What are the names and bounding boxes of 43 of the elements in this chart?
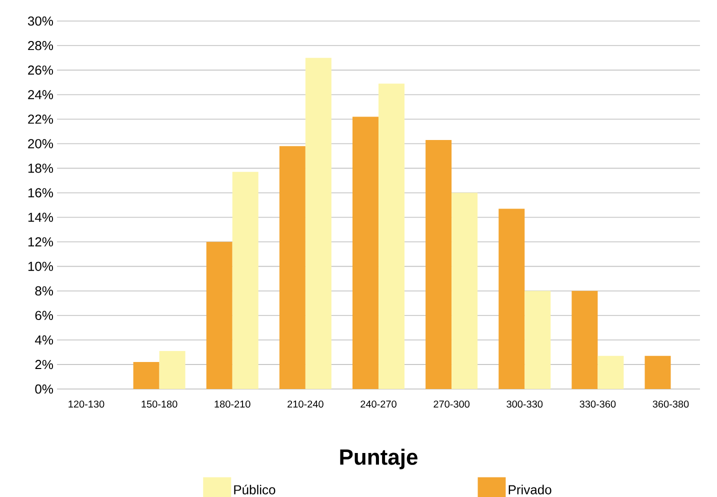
y-tick-label: 20%: [28, 139, 54, 148]
y-tick-label: 6%: [35, 310, 54, 320]
bar: [598, 356, 624, 390]
y-tick-label: 10%: [28, 262, 54, 271]
y-tick-label: 24%: [28, 90, 54, 100]
y-tick-label: 8%: [35, 286, 54, 296]
y-tick-label: 0%: [35, 384, 54, 394]
x-tick-label: 180-210: [214, 400, 250, 408]
y-tick-label: 22%: [28, 114, 54, 124]
bar: [524, 290, 551, 390]
legend-label: Privado: [508, 484, 552, 494]
x-axis-title: Puntaje: [340, 448, 418, 470]
y-tick-label: 18%: [28, 164, 54, 173]
y-tick-label: 14%: [28, 212, 54, 222]
x-tick-label: 270-300: [434, 400, 470, 408]
legend-label: Público: [234, 484, 276, 494]
bar: [452, 192, 478, 390]
x-tick-label: 210-240: [288, 400, 324, 408]
x-tick-label: 120-130: [68, 400, 104, 408]
y-tick-label: 4%: [34, 335, 54, 345]
bar: [133, 362, 160, 390]
bar: [426, 140, 452, 390]
bar: [498, 208, 525, 390]
y-tick-label: 12%: [28, 237, 54, 246]
x-tick-label: 330-360: [580, 400, 616, 408]
bar: [378, 84, 404, 390]
y-tick-label: 26%: [28, 66, 54, 75]
bar: [305, 58, 332, 390]
x-tick-label: 240-270: [360, 400, 396, 408]
bar: [232, 172, 258, 390]
y-tick-label: 30%: [28, 16, 54, 26]
y-tick-label: 28%: [28, 40, 54, 50]
x-tick-label: 150-180: [142, 400, 178, 408]
bar: [644, 356, 671, 390]
bar: [206, 242, 232, 390]
bar: [352, 116, 378, 390]
y-tick-label: 16%: [28, 188, 54, 198]
bar: [572, 290, 598, 390]
x-tick-label: 300-330: [506, 400, 543, 408]
bar: [279, 146, 306, 390]
bar: [159, 351, 186, 390]
x-tick-label: 360-380: [652, 400, 689, 408]
y-tick-label: 2%: [35, 360, 54, 370]
